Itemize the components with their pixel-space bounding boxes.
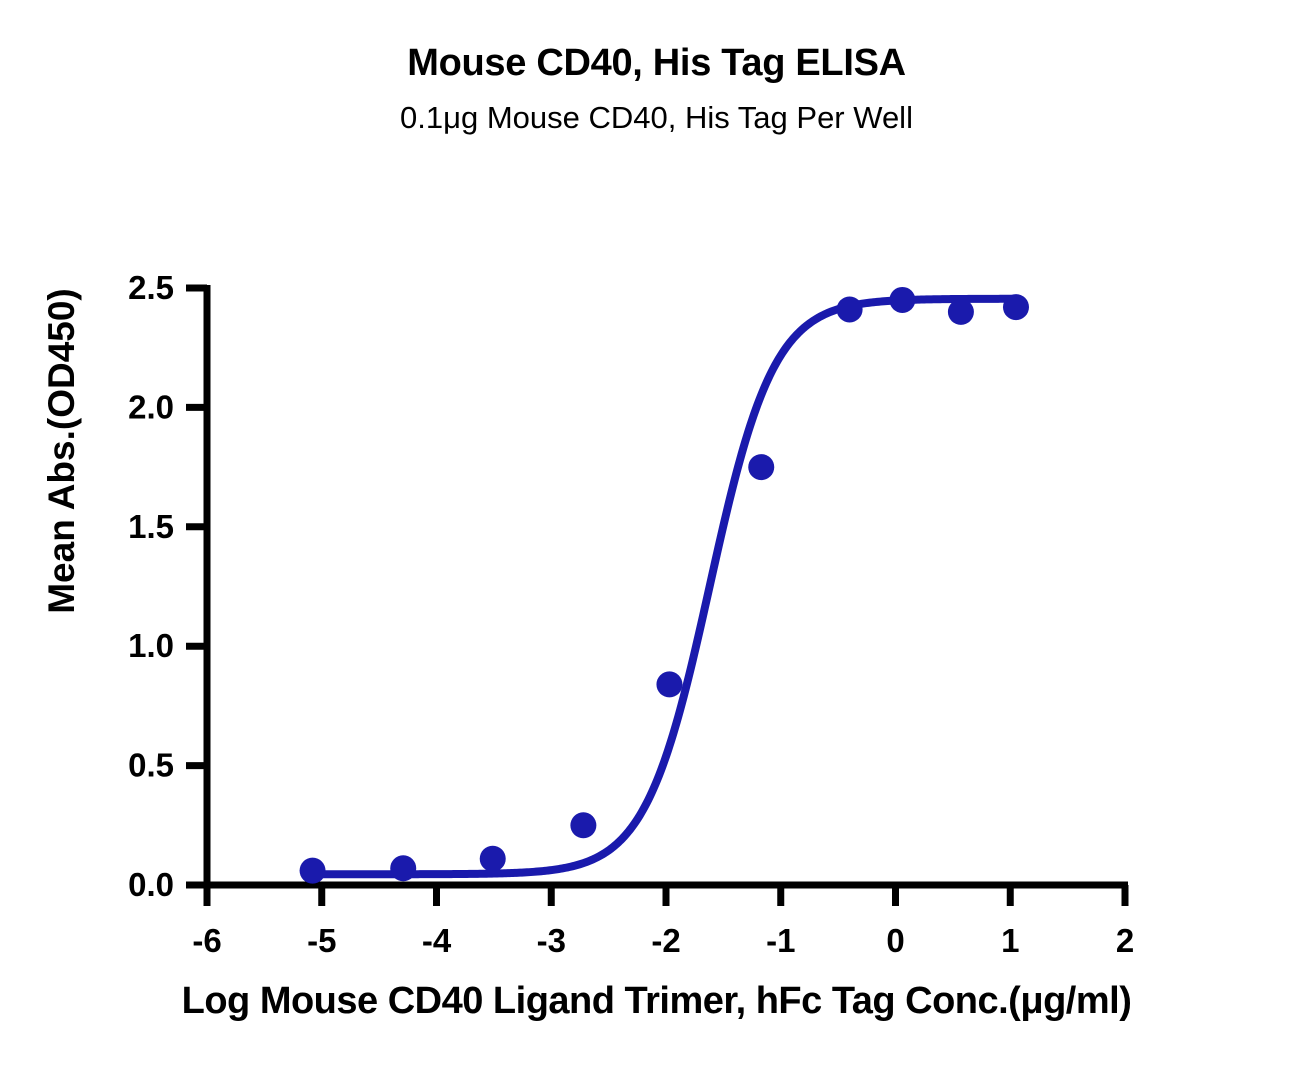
data-point xyxy=(656,671,683,698)
data-point xyxy=(947,298,974,325)
x-tick-label: -4 xyxy=(422,922,452,959)
y-tick-label: 0.0 xyxy=(128,866,174,903)
y-axis-label: Mean Abs.(OD450) xyxy=(41,226,83,676)
y-tick-label: 2.0 xyxy=(128,388,174,425)
y-tick-label: 1.5 xyxy=(128,508,174,545)
data-point xyxy=(299,857,326,884)
data-point xyxy=(390,855,417,882)
x-tick-label: -5 xyxy=(307,922,336,959)
y-tick-label: 2.5 xyxy=(128,269,174,306)
data-point xyxy=(889,286,916,313)
data-point xyxy=(479,845,506,872)
data-point xyxy=(1002,294,1029,321)
fit-curve xyxy=(308,294,1020,879)
title-block: Mouse CD40, His Tag ELISA 0.1μg Mouse CD… xyxy=(0,44,1313,133)
chart-subtitle: 0.1μg Mouse CD40, His Tag Per Well xyxy=(400,100,913,135)
x-tick-label: -6 xyxy=(192,922,221,959)
data-point xyxy=(836,296,863,323)
x-tick-label: 2 xyxy=(1116,922,1134,959)
x-axis-label: Log Mouse CD40 Ligand Trimer, hFc Tag Co… xyxy=(0,980,1313,1023)
x-tick-label: 1 xyxy=(1001,922,1019,959)
data-point xyxy=(748,454,775,481)
data-point xyxy=(570,812,597,839)
y-axis-label-text: Mean Abs.(OD450) xyxy=(41,288,82,614)
y-tick-label: 1.0 xyxy=(128,627,174,664)
x-tick-label: -2 xyxy=(651,922,680,959)
x-tick-label: -1 xyxy=(766,922,795,959)
x-tick-label: 0 xyxy=(886,922,904,959)
x-axis-label-text: Log Mouse CD40 Ligand Trimer, hFc Tag Co… xyxy=(181,980,1132,1022)
chart-title: Mouse CD40, His Tag ELISA xyxy=(407,42,906,84)
y-tick-label: 0.5 xyxy=(128,747,174,784)
x-tick-label: -3 xyxy=(537,922,566,959)
